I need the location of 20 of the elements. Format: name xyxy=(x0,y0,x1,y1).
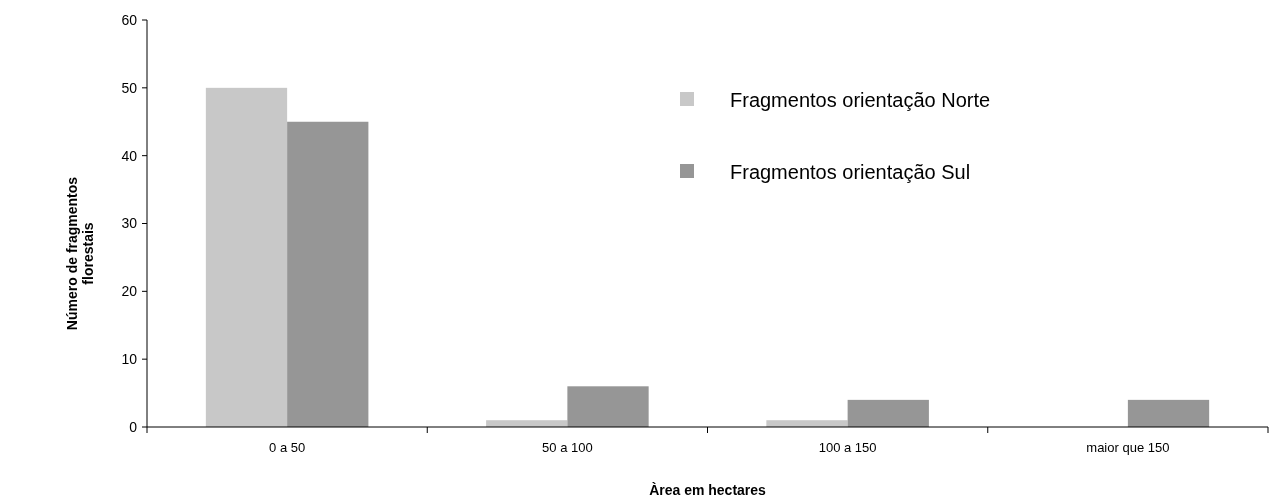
y-tick-label: 20 xyxy=(121,283,138,300)
bar xyxy=(287,121,369,427)
x-axis-title: Àrea em hectares xyxy=(649,482,767,498)
bar xyxy=(847,399,929,427)
y-axis-title: Número de fragmentos florestais xyxy=(63,176,97,331)
legend-label: Fragmentos orientação Sul xyxy=(730,161,971,183)
x-tick-label: maior que 150 xyxy=(1086,440,1170,455)
bar xyxy=(205,87,288,427)
y-tick-label: 40 xyxy=(121,147,138,164)
x-tick-label: 0 a 50 xyxy=(269,440,306,455)
bar xyxy=(1127,399,1210,427)
legend-label: Fragmentos orientação Norte xyxy=(730,89,991,111)
y-tick-label: 30 xyxy=(121,215,138,232)
y-tick-label: 60 xyxy=(121,11,138,28)
y-tick-label: 10 xyxy=(121,351,138,368)
y-tick-label: 50 xyxy=(121,79,138,96)
bar xyxy=(567,386,649,427)
y-tick-label: 0 xyxy=(129,418,138,435)
x-tick-label: 100 a 150 xyxy=(818,440,877,455)
x-tick-label: 50 a 100 xyxy=(542,440,593,455)
